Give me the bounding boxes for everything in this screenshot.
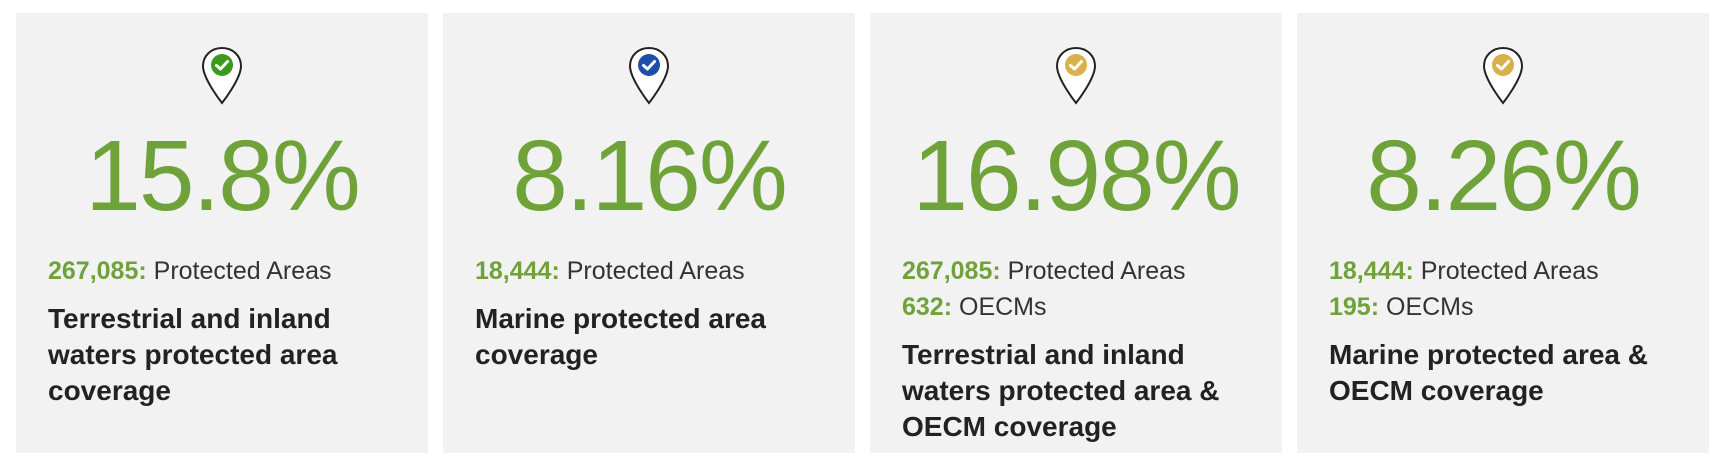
stat-value: 195: — [1329, 293, 1380, 321]
stats-list: 267,085: Protected Areas 632: OECMs — [902, 253, 1186, 325]
stat-value: 632: — [902, 293, 953, 321]
stats-list: 267,085: Protected Areas — [48, 253, 332, 289]
stats-list: 18,444: Protected Areas 195: OECMs — [1329, 253, 1599, 325]
coverage-percentage: 8.16% — [512, 120, 788, 232]
card-title: Marine protected area & OECM coverage — [1329, 339, 1648, 406]
coverage-card-marine-oecm: 8.26% 18,444: Protected Areas 195: OECMs… — [1297, 13, 1709, 453]
coverage-percentage: 16.98% — [912, 120, 1241, 232]
stat-value: 18,444: — [1329, 257, 1414, 285]
stat-label: Protected Areas — [1420, 257, 1599, 285]
coverage-card-terrestrial-oecm: 16.98% 267,085: Protected Areas 632: OEC… — [870, 13, 1282, 453]
card-title: Terrestrial and inland waters protected … — [902, 339, 1220, 442]
stat-oecms: 632: OECMs — [902, 289, 1186, 325]
map-pin-check-icon — [200, 46, 244, 106]
map-pin-check-icon — [1054, 46, 1098, 106]
stat-label: OECMs — [959, 293, 1047, 321]
stats-list: 18,444: Protected Areas — [475, 253, 745, 289]
coverage-card-marine: 8.16% 18,444: Protected Areas Marine pro… — [443, 13, 855, 453]
card-title: Marine protected area coverage — [475, 303, 766, 370]
stat-protected-areas: 18,444: Protected Areas — [475, 253, 745, 289]
coverage-percentage: 8.26% — [1366, 120, 1642, 232]
stat-value: 267,085: — [902, 257, 1001, 285]
card-title: Terrestrial and inland waters protected … — [48, 303, 338, 406]
stat-label: Protected Areas — [566, 257, 745, 285]
coverage-card-terrestrial: 15.8% 267,085: Protected Areas Terrestri… — [16, 13, 428, 453]
stat-label: Protected Areas — [153, 257, 332, 285]
stat-value: 18,444: — [475, 257, 560, 285]
stat-label: Protected Areas — [1007, 257, 1186, 285]
map-pin-check-icon — [1481, 46, 1525, 106]
stat-oecms: 195: OECMs — [1329, 289, 1599, 325]
stat-protected-areas: 18,444: Protected Areas — [1329, 253, 1599, 289]
map-pin-check-icon — [627, 46, 671, 106]
stat-value: 267,085: — [48, 257, 147, 285]
coverage-cards: 15.8% 267,085: Protected Areas Terrestri… — [16, 13, 1709, 453]
coverage-percentage: 15.8% — [85, 120, 361, 232]
stat-label: OECMs — [1386, 293, 1474, 321]
stat-protected-areas: 267,085: Protected Areas — [902, 253, 1186, 289]
stat-protected-areas: 267,085: Protected Areas — [48, 253, 332, 289]
